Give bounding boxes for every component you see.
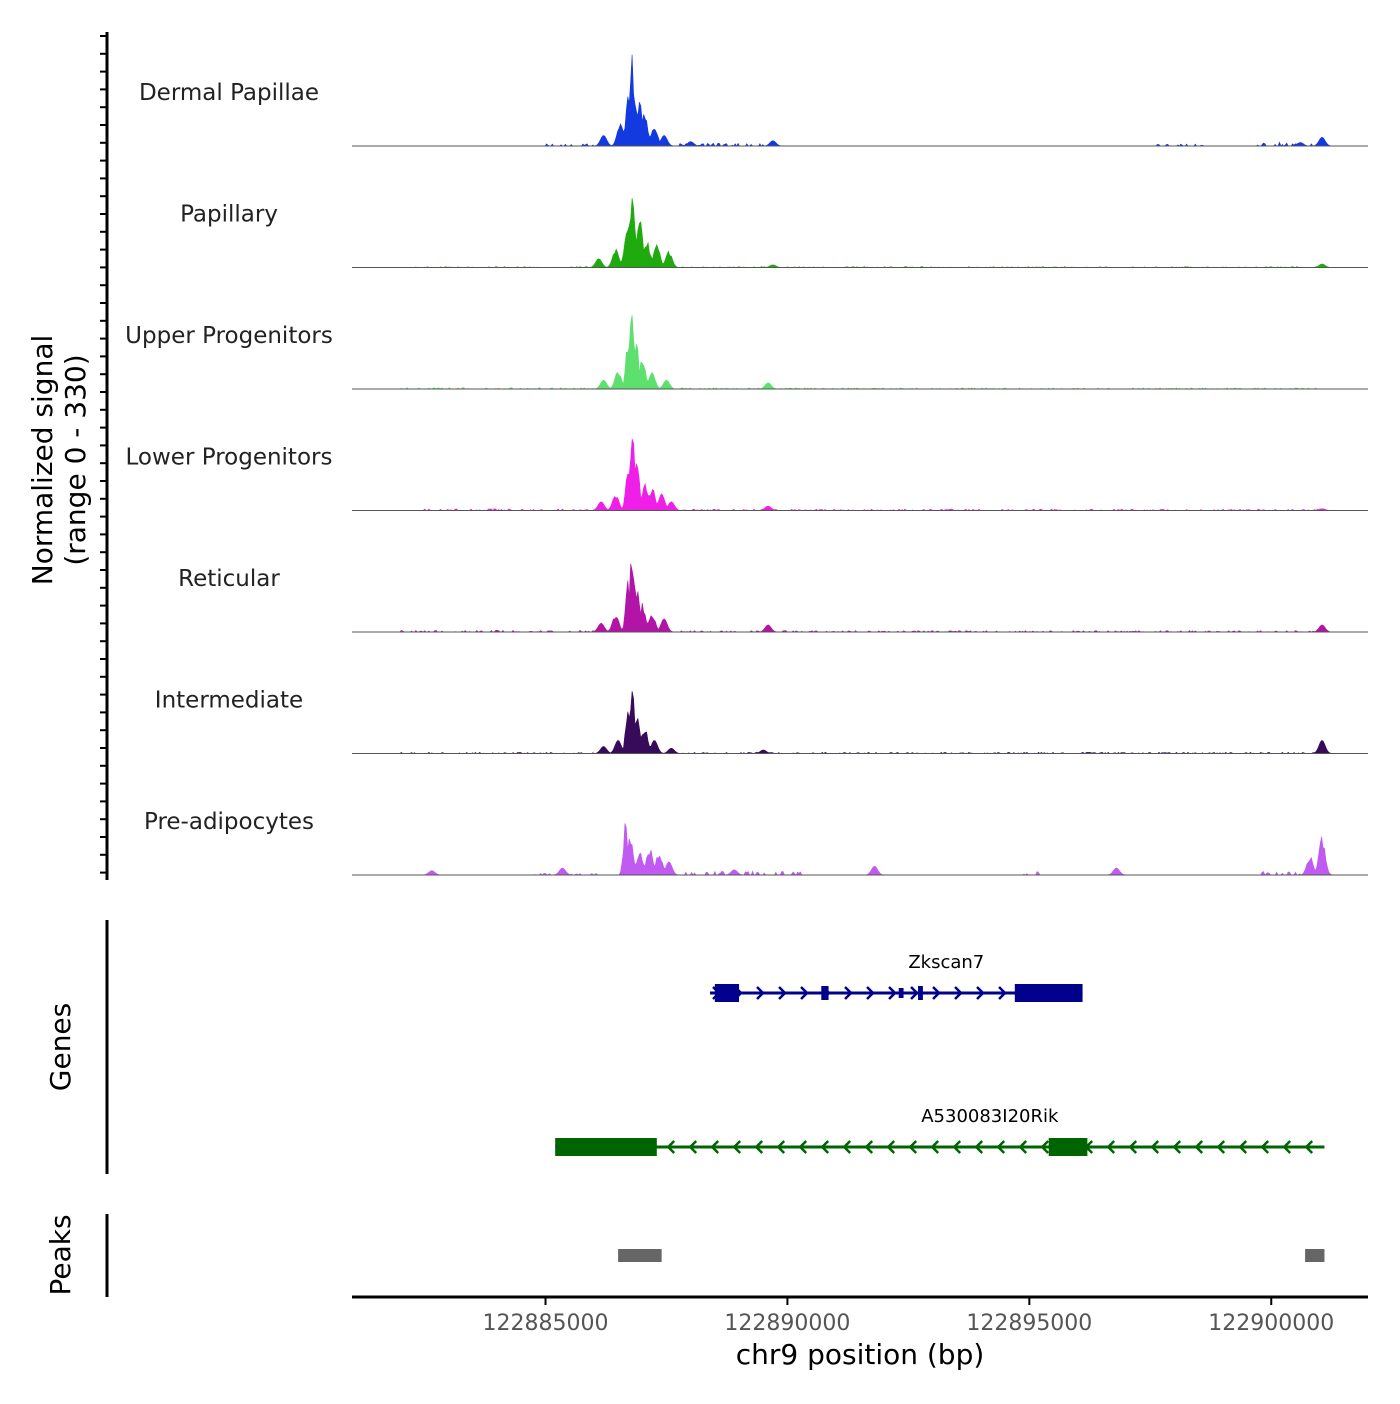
strand-arrow [820, 1140, 830, 1154]
strand-arrow [776, 1140, 786, 1154]
strand-arrow [1194, 1140, 1204, 1154]
x-tick-label: 122895000 [966, 1311, 1092, 1336]
strand-arrow [756, 986, 765, 1000]
strand-arrow [1282, 1140, 1292, 1154]
gene-exon [918, 986, 923, 1000]
strand-arrow [1018, 1140, 1028, 1154]
strand-arrow [1238, 1140, 1248, 1154]
y-axis-title: Normalized signal (range 0 - 330) [26, 335, 92, 586]
strand-arrow [908, 1140, 918, 1154]
strand-arrow [1150, 1140, 1160, 1154]
y-axis-title-line1: Normalized signal [26, 335, 59, 586]
strand-arrow [888, 986, 897, 1000]
gene-exon [898, 988, 904, 998]
strand-arrow [1172, 1140, 1182, 1154]
coverage-track: Dermal Papillae [139, 54, 1368, 147]
gene-label: Zkscan7 [908, 952, 984, 973]
strand-arrow [866, 986, 875, 1000]
gene-track: Zkscan7 A530083I20Rik [555, 952, 1325, 1156]
gene-exon [821, 986, 829, 1000]
x-axis-title: chr9 position (bp) [736, 1338, 985, 1371]
gene-exon [714, 984, 740, 1002]
track-label: Intermediate [155, 688, 303, 714]
gene-exon [1048, 1138, 1088, 1156]
strand-arrow [998, 986, 1007, 1000]
peak-track [618, 1249, 1325, 1262]
track-label: Upper Progenitors [125, 323, 333, 349]
peaks-axis-title: Peaks [44, 1214, 77, 1295]
genes-axis-title: Genes [44, 1003, 77, 1091]
strand-arrow [1304, 1140, 1314, 1154]
strand-arrow [976, 986, 985, 1000]
strand-arrow [688, 1140, 698, 1154]
coverage-track: Reticular [178, 563, 1368, 633]
y-axis-title-line2: (range 0 - 330) [59, 354, 92, 565]
strand-arrow [886, 1140, 896, 1154]
strand-arrow [754, 1140, 764, 1154]
strand-arrow [974, 1140, 984, 1154]
coverage-signal-area [352, 198, 1368, 268]
strand-arrow [1106, 1140, 1116, 1154]
x-tick-label: 122885000 [483, 1311, 609, 1336]
track-label: Lower Progenitors [126, 445, 333, 471]
strand-arrow [798, 1140, 808, 1154]
strand-arrow [842, 1140, 852, 1154]
coverage-track: Upper Progenitors [125, 315, 1368, 390]
strand-arrow [732, 1140, 742, 1154]
gene-label: A530083I20Rik [921, 1106, 1059, 1127]
coverage-signal-area [352, 823, 1368, 876]
x-axis-ticks: 122885000 122890000 122895000 122900000 [483, 1297, 1334, 1336]
strand-arrow [1260, 1140, 1270, 1154]
strand-arrow [864, 1140, 874, 1154]
strand-arrow [778, 986, 787, 1000]
coverage-signal-area [352, 438, 1368, 511]
coverage-signal-area [352, 563, 1368, 633]
gene-exon [1014, 984, 1083, 1002]
peak-region [618, 1249, 662, 1262]
track-label: Papillary [180, 202, 278, 228]
strand-arrow [800, 986, 809, 1000]
strand-arrow [1040, 1140, 1050, 1154]
coverage-signal-area [352, 691, 1368, 754]
strand-arrow [710, 1140, 720, 1154]
strand-arrow [930, 1140, 940, 1154]
coverage-track: Pre-adipocytes [144, 809, 1368, 876]
track-label: Dermal Papillae [139, 80, 319, 106]
gene-model: Zkscan7 [710, 952, 1083, 1002]
gene-model: A530083I20Rik [555, 1106, 1325, 1156]
peak-region [1305, 1249, 1325, 1262]
genes-axis-title-group: Genes [44, 1003, 77, 1091]
coverage-track: Lower Progenitors [126, 438, 1368, 511]
strand-arrow [932, 986, 941, 1000]
coverage-y-ticks [100, 35, 107, 874]
strand-arrow [952, 1140, 962, 1154]
coverage-signal-area [352, 54, 1368, 147]
coverage-signal-area [352, 315, 1368, 390]
strand-arrow [910, 986, 919, 1000]
strand-arrow [954, 986, 963, 1000]
strand-arrow [1128, 1140, 1138, 1154]
strand-arrow [996, 1140, 1006, 1154]
peaks-axis-title-group: Peaks [44, 1214, 77, 1295]
coverage-tracks: Dermal Papillae Papillary Upper Progenitor… [125, 54, 1368, 876]
x-tick-label: 122890000 [724, 1311, 850, 1336]
track-label: Pre-adipocytes [144, 809, 314, 835]
track-label: Reticular [178, 566, 280, 592]
coverage-track: Papillary [180, 198, 1368, 268]
coverage-track: Intermediate [155, 688, 1368, 754]
gene-exon [555, 1138, 657, 1156]
x-tick-label: 122900000 [1208, 1311, 1334, 1336]
strand-arrow [844, 986, 853, 1000]
strand-arrow [1216, 1140, 1226, 1154]
strand-arrow [666, 1140, 676, 1154]
